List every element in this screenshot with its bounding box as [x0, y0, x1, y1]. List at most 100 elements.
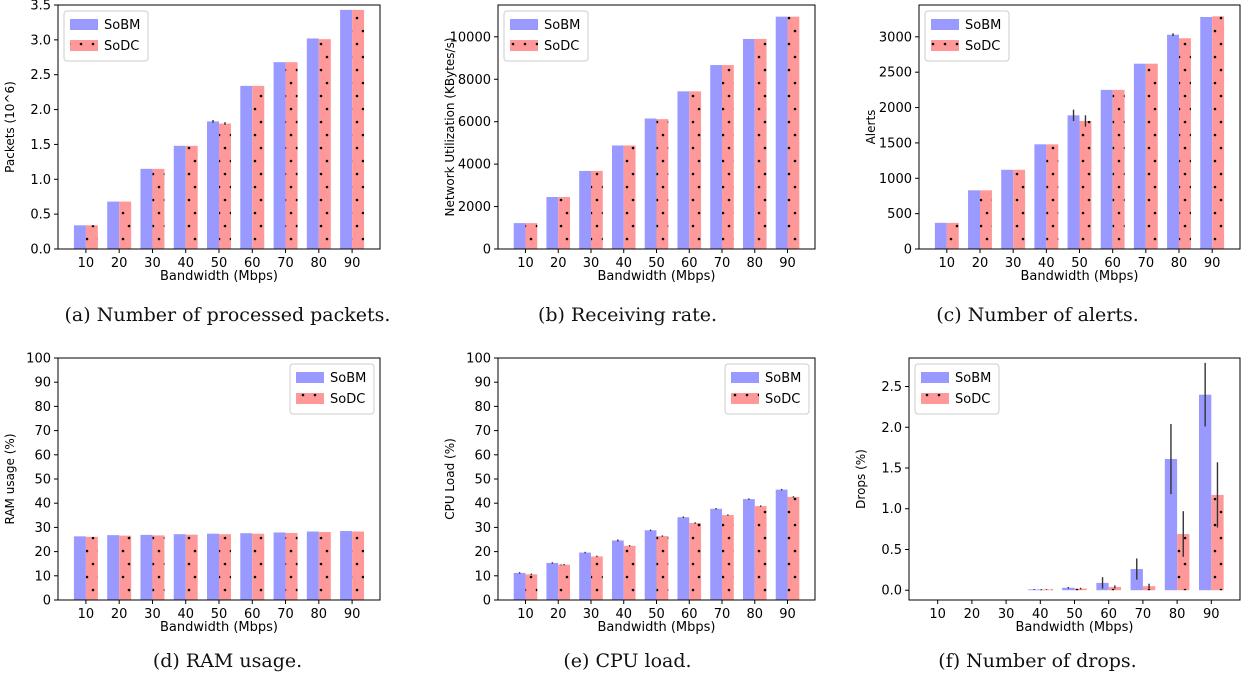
xtick-label-f-70: 70 [1135, 607, 1152, 622]
xtick-label-f-10: 10 [929, 607, 946, 622]
bar-d-sobm-10 [73, 536, 86, 600]
legend-label-a-sodc: SoDC [104, 39, 139, 54]
bar-b-sodc-30 [590, 170, 603, 249]
xtick-label-f-40: 40 [1032, 607, 1049, 622]
xlabel-f: Bandwidth (Mbps) [1016, 620, 1134, 635]
bar-b-sobm-90 [775, 16, 788, 250]
xlabel-c: Bandwidth (Mbps) [1021, 269, 1139, 284]
ytick-label-e-70: 70 [474, 424, 491, 439]
legend-label-a-sobm: SoBM [104, 18, 140, 33]
xtick-label-d-80: 80 [311, 607, 328, 622]
ytick-label-c-0: 0 [904, 243, 912, 258]
ytick-label-e-20: 20 [474, 545, 491, 560]
bar-d-sobm-60 [240, 533, 253, 600]
xtick-label-e-80: 80 [746, 607, 763, 622]
xtick-label-d-10: 10 [78, 607, 95, 622]
bar-e-sodc-10 [525, 574, 538, 600]
xtick-label-c-50: 50 [1071, 256, 1088, 271]
legend-swatch-e-sobm [731, 372, 759, 383]
ytick-label-d-90: 90 [34, 376, 51, 391]
ytick-label-c-500: 500 [887, 207, 912, 222]
bar-e-sobm-70 [710, 508, 723, 600]
ytick-label-f-1.5: 1.5 [881, 462, 902, 477]
ytick-label-d-50: 50 [34, 473, 51, 488]
bar-c-sobm-40 [1034, 144, 1047, 249]
bar-b-sobm-30 [579, 170, 591, 249]
ytick-label-c-3000: 3000 [879, 30, 912, 45]
bar-e-sobm-80 [742, 499, 755, 600]
ytick-label-d-100: 100 [26, 352, 51, 367]
xtick-label-b-30: 30 [583, 256, 600, 271]
ylabel-d: RAM usage (%) [3, 433, 17, 524]
xtick-label-a-70: 70 [277, 256, 294, 271]
ytick-label-a-3.5: 3.5 [30, 0, 51, 14]
bar-b-sobm-10 [513, 223, 526, 249]
bar-e-sodc-20 [558, 564, 571, 600]
bar-f-sobm-40 [1027, 589, 1041, 591]
caption-b: (b) Receiving rate. [537, 304, 718, 326]
bar-a-sobm-10 [73, 225, 86, 249]
ytick-label-a-1.0: 1.0 [30, 173, 51, 188]
bar-b-sobm-50 [644, 118, 657, 249]
bar-b-sobm-20 [546, 197, 559, 249]
bar-d-sodc-90 [352, 531, 365, 600]
bar-c-sodc-10 [946, 222, 959, 249]
bar-d-sobm-40 [173, 534, 186, 600]
ytick-label-a-1.5: 1.5 [30, 138, 51, 153]
bar-c-sodc-80 [1179, 38, 1191, 249]
xtick-label-a-50: 50 [211, 256, 228, 271]
bar-b-sodc-40 [623, 145, 636, 249]
xtick-label-e-40: 40 [615, 607, 632, 622]
caption-a: (a) Number of processed packets. [64, 304, 391, 326]
bar-f-sobm-50 [1062, 587, 1075, 591]
bar-b-sodc-10 [525, 223, 538, 249]
ytick-label-d-40: 40 [34, 497, 51, 512]
ytick-label-a-2.0: 2.0 [30, 103, 51, 118]
bar-a-sodc-80 [318, 39, 331, 249]
xtick-label-a-40: 40 [177, 256, 194, 271]
ytick-label-b-2000: 2000 [458, 200, 491, 215]
bar-c-sobm-80 [1167, 34, 1180, 250]
ytick-label-b-4000: 4000 [458, 158, 491, 173]
legend-label-e-sobm: SoBM [765, 371, 801, 386]
xtick-label-e-70: 70 [714, 607, 731, 622]
bar-c-sobm-10 [934, 222, 947, 249]
ytick-label-b-10000: 10000 [450, 30, 491, 45]
ytick-label-c-1000: 1000 [879, 172, 912, 187]
caption-c: (c) Number of alerts. [936, 304, 1139, 326]
bar-c-sodc-90 [1212, 16, 1225, 249]
ytick-label-a-0.5: 0.5 [30, 208, 51, 223]
bar-c-sodc-40 [1046, 144, 1059, 249]
xtick-label-e-30: 30 [583, 607, 600, 622]
ytick-label-d-80: 80 [34, 400, 51, 415]
xtick-label-c-80: 80 [1171, 256, 1188, 271]
legend-label-d-sodc: SoDC [330, 392, 365, 407]
legend-swatch-a-sodc [70, 40, 98, 51]
ytick-label-e-40: 40 [474, 497, 491, 512]
bar-f-sobm-90 [1199, 394, 1212, 591]
bar-c-sodc-20 [979, 190, 992, 249]
bar-c-sodc-70 [1145, 63, 1158, 250]
bar-a-sodc-40 [185, 145, 198, 249]
ytick-label-e-0: 0 [483, 594, 491, 609]
xtick-label-c-10: 10 [939, 256, 956, 271]
bar-d-sodc-70 [285, 532, 298, 600]
ylabel-b: Network Utilization (KBytes/s) [443, 37, 457, 216]
bar-e-sodc-40 [623, 545, 636, 600]
xtick-label-d-90: 90 [344, 607, 361, 622]
bar-e-sobm-60 [677, 517, 690, 600]
xtick-label-b-90: 90 [779, 256, 796, 271]
xlabel-e: Bandwidth (Mbps) [598, 620, 716, 635]
bar-e-sodc-90 [787, 496, 800, 600]
legend-swatch-c-sobm [931, 19, 959, 30]
ytick-label-f-0.0: 0.0 [881, 584, 902, 599]
bar-b-sobm-70 [710, 65, 723, 249]
bar-f-sodc-80 [1177, 534, 1190, 591]
legend-swatch-b-sodc [510, 40, 538, 51]
legend-swatch-d-sobm [296, 372, 324, 383]
ytick-label-b-6000: 6000 [458, 115, 491, 130]
legend-swatch-f-sodc [921, 393, 949, 404]
xtick-label-a-30: 30 [144, 256, 161, 271]
legend-label-f-sobm: SoBM [955, 371, 991, 386]
xtick-label-b-40: 40 [615, 256, 632, 271]
